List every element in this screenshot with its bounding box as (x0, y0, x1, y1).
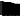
Line: Exponential model: Exponential model (4, 6, 18, 11)
Weibull model (14, 11, 15, 12)
Exponential model (14, 10, 15, 11)
Line: Weibull model: Weibull model (4, 4, 18, 12)
